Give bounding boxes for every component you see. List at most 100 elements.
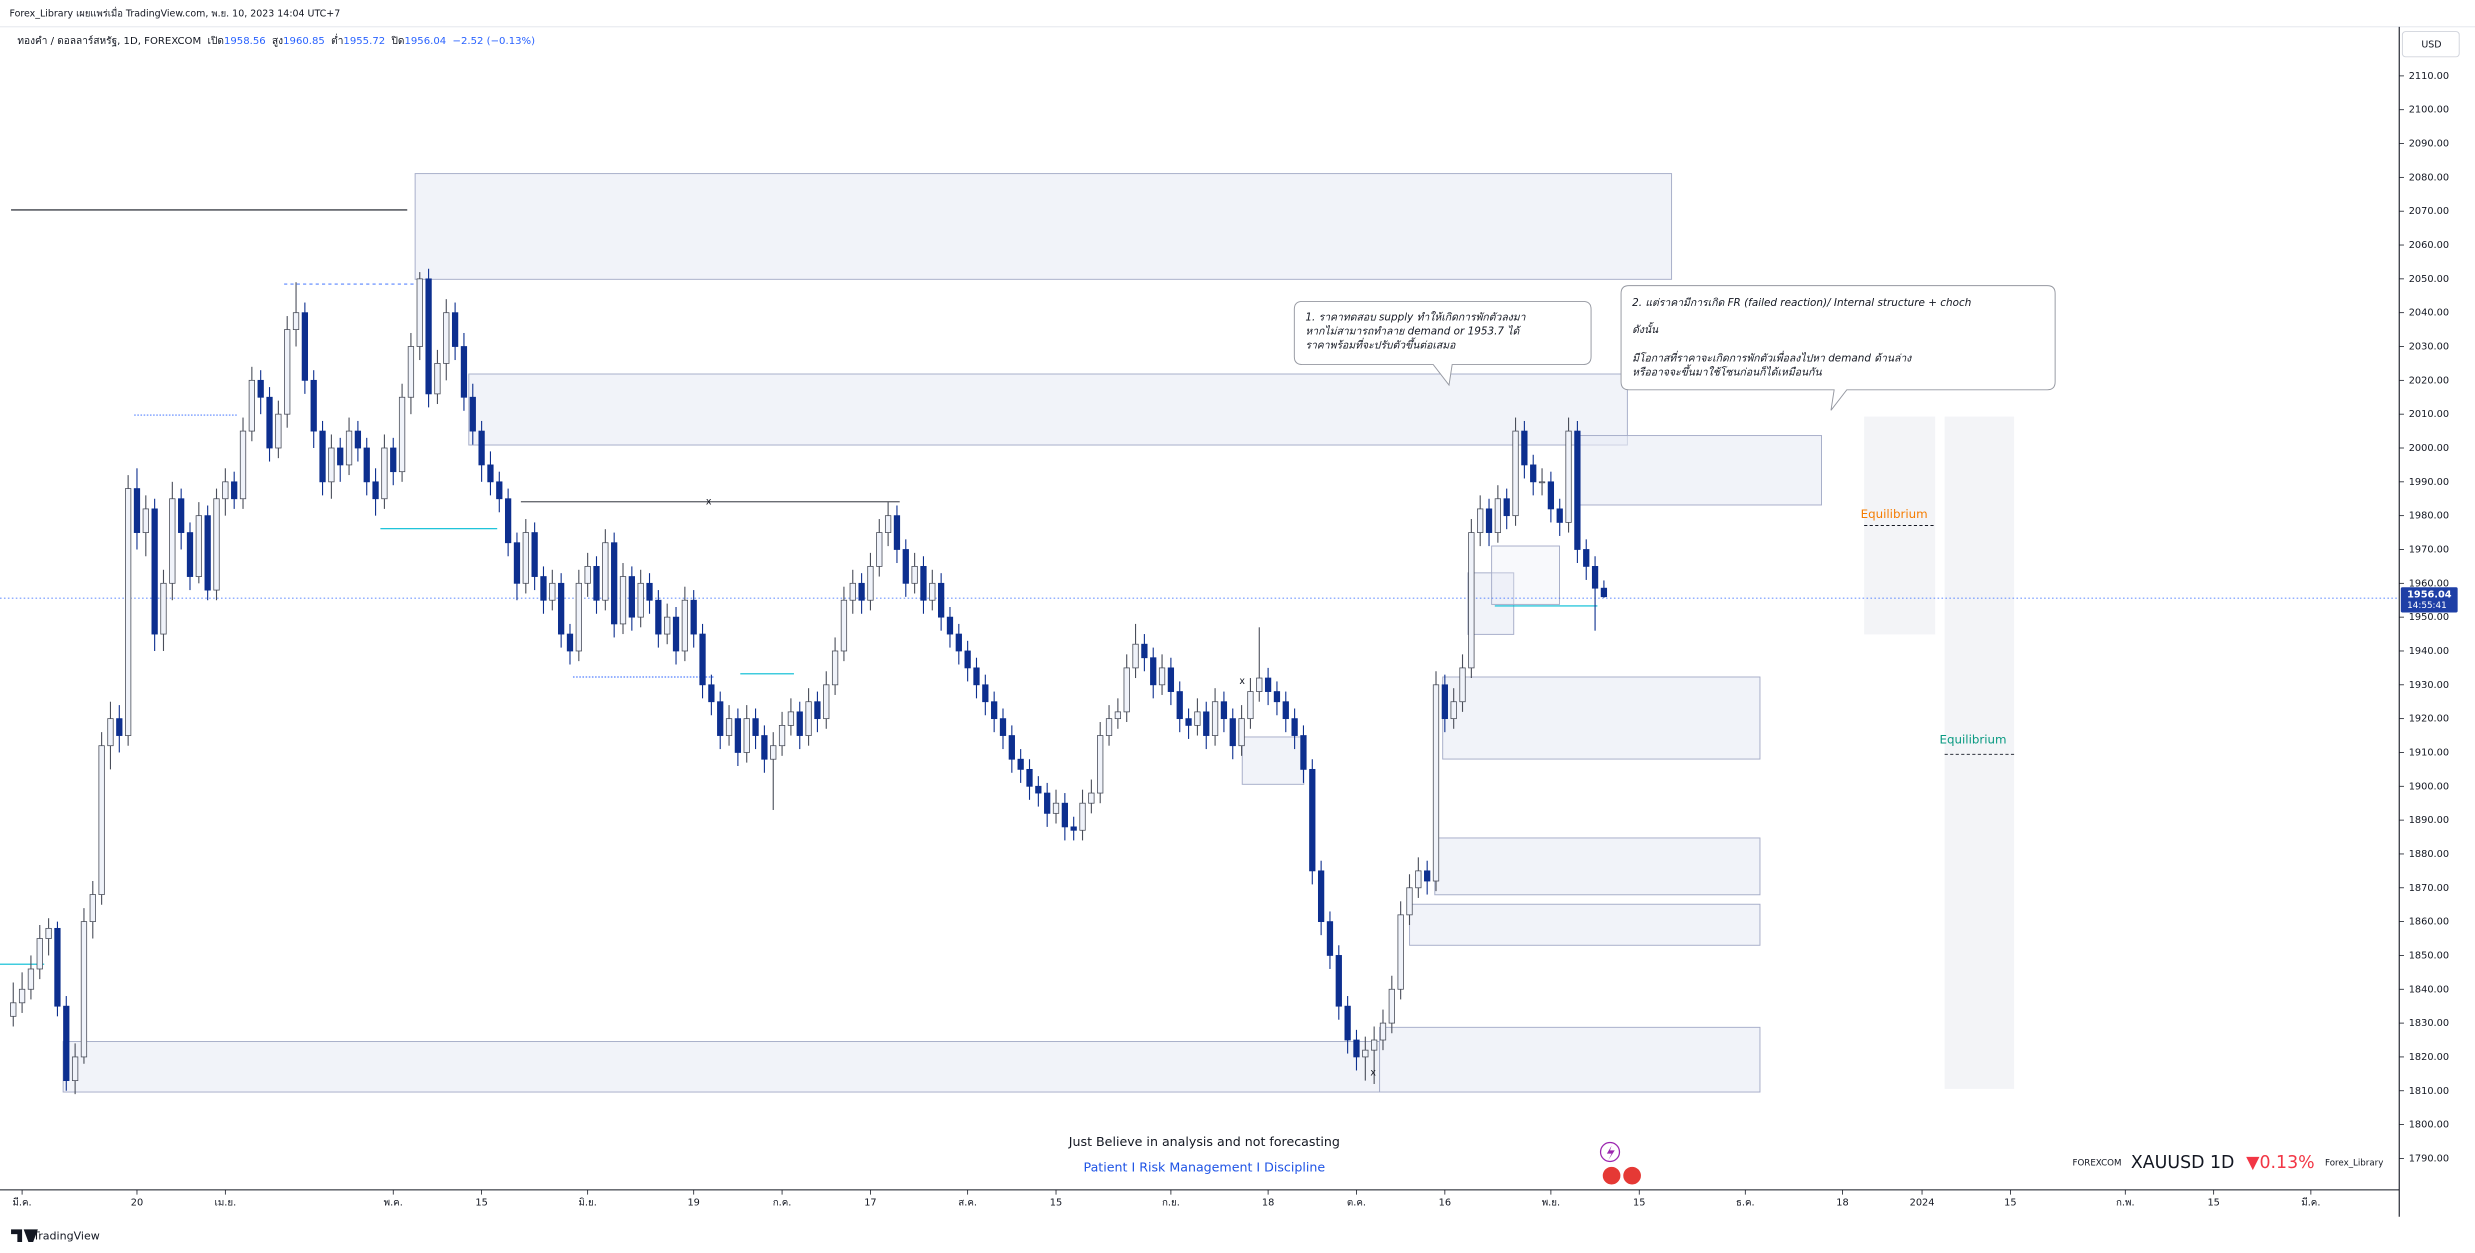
candle-body bbox=[469, 396, 476, 432]
note-line: มีโอกาสที่ราคาจะเกิดการพักตัวเพื่อลงไปหา… bbox=[1632, 350, 1912, 364]
candle-body bbox=[1079, 802, 1086, 831]
low-value: 1955.72 bbox=[343, 36, 385, 47]
event-icon[interactable] bbox=[1601, 1165, 1622, 1186]
candle-body bbox=[63, 1005, 70, 1082]
candle-body bbox=[1203, 711, 1210, 736]
candle-body bbox=[602, 542, 609, 601]
candle-body bbox=[36, 938, 43, 970]
candle-body bbox=[911, 566, 918, 584]
y-tick-label: 1870.00 bbox=[2409, 883, 2449, 894]
candle-body bbox=[71, 1056, 79, 1082]
x-tick-label: มิ.ย. bbox=[578, 1198, 596, 1209]
candle-body bbox=[1176, 691, 1183, 720]
candle-body bbox=[849, 582, 856, 601]
tv-logo bbox=[11, 1229, 38, 1242]
candle-body bbox=[301, 312, 309, 381]
break-mark: x bbox=[706, 496, 712, 507]
candle-body bbox=[1273, 691, 1281, 703]
candle-body bbox=[708, 684, 715, 703]
candle-body bbox=[292, 312, 300, 330]
open-value: 1958.56 bbox=[224, 36, 266, 47]
candle-body bbox=[1035, 785, 1042, 794]
x-tick-label: 15 bbox=[2004, 1198, 2016, 1209]
currency-label[interactable]: USD bbox=[2421, 39, 2441, 50]
x-tick-label: ก.ย. bbox=[1162, 1198, 1180, 1209]
x-tick-label: พ.ค. bbox=[384, 1198, 403, 1209]
candle-body bbox=[451, 312, 459, 347]
candle-body bbox=[1397, 914, 1404, 990]
y-tick-label: 1930.00 bbox=[2409, 680, 2449, 691]
y-tick-label: 1890.00 bbox=[2409, 815, 2449, 826]
currency-button[interactable] bbox=[2401, 31, 2460, 58]
candle-body bbox=[337, 447, 344, 466]
candle-body bbox=[1565, 430, 1572, 523]
candle-body bbox=[1530, 464, 1537, 483]
event-icon-glyph bbox=[1606, 1145, 1615, 1160]
y-tick-label: 1830.00 bbox=[2409, 1018, 2449, 1029]
candle-body bbox=[1300, 735, 1307, 770]
event-icon[interactable] bbox=[1622, 1165, 1643, 1186]
candle-body bbox=[1494, 498, 1501, 533]
y-tick-label: 1980.00 bbox=[2409, 511, 2449, 522]
y-tick-label: 1900.00 bbox=[2409, 781, 2449, 792]
open-label: เปิด bbox=[208, 35, 224, 47]
y-tick-label: 1860.00 bbox=[2409, 917, 2449, 928]
candle-body bbox=[1459, 667, 1466, 703]
y-tick-label: 1810.00 bbox=[2409, 1086, 2449, 1097]
footer-text: Patient I Risk Management I Discipline bbox=[1084, 1159, 1326, 1174]
exchange: FOREXCOM bbox=[2072, 1159, 2121, 1169]
candle-body bbox=[973, 667, 980, 686]
candle-body bbox=[1044, 792, 1051, 814]
supply-zone bbox=[1574, 435, 1822, 506]
candle-body bbox=[1388, 988, 1395, 1024]
candle-body bbox=[18, 988, 26, 1004]
high-value: 1960.85 bbox=[283, 36, 325, 47]
last-price-box bbox=[2400, 587, 2458, 613]
y-tick-label: 2010.00 bbox=[2409, 409, 2449, 420]
candle-body bbox=[858, 582, 865, 601]
x-tick-label: 18 bbox=[1836, 1198, 1848, 1209]
y-tick-label: 1990.00 bbox=[2409, 477, 2449, 488]
candle-body bbox=[637, 582, 644, 618]
candle-body bbox=[1291, 718, 1298, 736]
x-tick-label: มี.ค. bbox=[2301, 1197, 2320, 1209]
candle-body bbox=[522, 532, 529, 584]
x-tick-label: ก.ค. bbox=[773, 1198, 792, 1209]
change-value: −2.52 (−0.13%) bbox=[453, 36, 536, 47]
candle-body bbox=[504, 498, 512, 544]
countdown-label: 14:55:41 bbox=[2407, 601, 2447, 611]
candle-body bbox=[991, 701, 998, 720]
candle-body bbox=[151, 508, 158, 635]
candle-body bbox=[743, 718, 750, 753]
candle-body bbox=[398, 396, 406, 473]
supply-zone bbox=[468, 373, 1628, 446]
candle-body bbox=[89, 894, 96, 923]
candle-body bbox=[425, 278, 432, 395]
equilibrium-label: Equilibrium bbox=[1940, 733, 2007, 747]
x-tick-label: ส.ค. bbox=[958, 1198, 977, 1209]
candle-body bbox=[778, 725, 786, 747]
candle-body bbox=[248, 379, 255, 432]
candle-body bbox=[1503, 498, 1510, 517]
publisher-line: Forex_Library เผยแพร่เมื่อ TradingView.c… bbox=[9, 7, 340, 20]
candle-body bbox=[1600, 587, 1608, 598]
last-price-label: 1956.04 bbox=[2407, 589, 2452, 600]
candle-body bbox=[1468, 532, 1475, 669]
break-mark: x bbox=[1370, 1068, 1376, 1079]
tv-logo-text: TradingView bbox=[32, 1229, 100, 1242]
candle-body bbox=[186, 532, 194, 577]
demand-zone bbox=[62, 1041, 1381, 1093]
candle-body bbox=[831, 650, 839, 686]
low-label: ต่ำ bbox=[331, 33, 343, 47]
candle-body bbox=[513, 542, 521, 584]
candle-body bbox=[45, 927, 52, 939]
candle-body bbox=[999, 718, 1007, 736]
candle-body bbox=[752, 718, 759, 736]
x-tick-label: ธ.ค. bbox=[1736, 1198, 1755, 1209]
candle-body bbox=[222, 481, 229, 500]
candle-body bbox=[1538, 481, 1546, 484]
candle-body bbox=[628, 576, 635, 618]
candle-body bbox=[690, 599, 697, 635]
y-tick-label: 2040.00 bbox=[2409, 308, 2449, 319]
